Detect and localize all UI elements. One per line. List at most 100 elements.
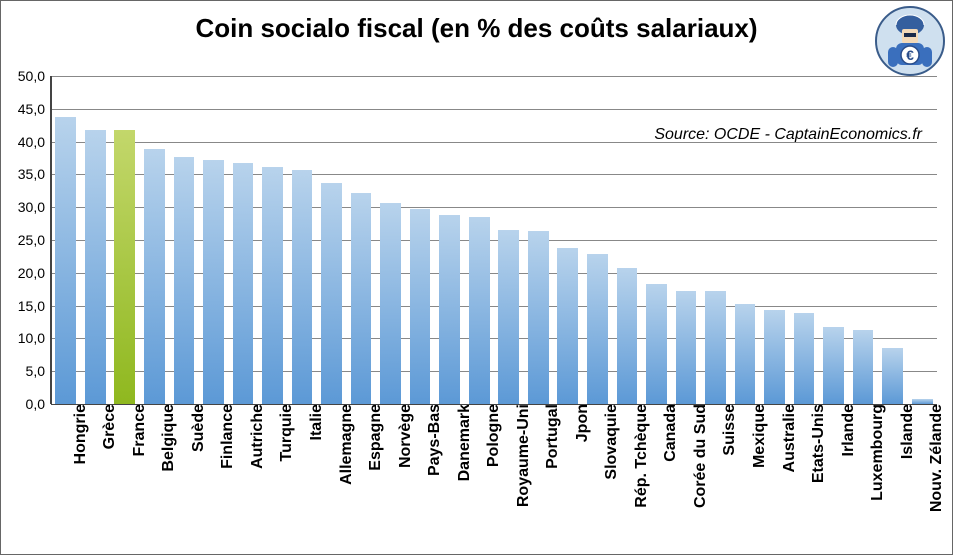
bar [794, 313, 815, 404]
y-axis [50, 76, 52, 404]
bar-slot: Danemark [435, 76, 465, 404]
bar [144, 149, 165, 404]
xlabel: Nouv. Zélande [922, 404, 946, 512]
xlabel: Etats-Unis [804, 404, 828, 483]
bar [174, 157, 195, 404]
xlabel: Luxembourg [863, 404, 887, 501]
xlabel: Rép. Tchèque [627, 404, 651, 508]
svg-text:€: € [906, 47, 914, 63]
bar-slot: Finlance [199, 76, 229, 404]
xlabel: France [125, 404, 149, 456]
bar-slot: Pays-Bas [405, 76, 435, 404]
ytick-label: 50,0 [18, 68, 51, 84]
bar [469, 217, 490, 404]
bar-slot: Italie [287, 76, 317, 404]
bar-slot: Autriche [228, 76, 258, 404]
ytick-label: 45,0 [18, 101, 51, 117]
bar [410, 209, 431, 404]
xlabel: Hongrie [66, 404, 90, 464]
bar-slot: Turquie [258, 76, 288, 404]
ytick-label: 15,0 [18, 298, 51, 314]
bar-slot: Australie [760, 76, 790, 404]
bar-slot: Belgique [140, 76, 170, 404]
xlabel: Australie [775, 404, 799, 472]
bar [646, 284, 667, 404]
captain-economics-logo: € [874, 5, 946, 77]
bar [351, 193, 372, 404]
bar [321, 183, 342, 404]
ytick-label: 30,0 [18, 199, 51, 215]
xlabel: Norvège [391, 404, 415, 468]
bar [498, 230, 519, 404]
bar-slot: Luxembourg [848, 76, 878, 404]
bar-slot: Nouv. Zélande [907, 76, 937, 404]
ytick-label: 10,0 [18, 330, 51, 346]
bar [262, 167, 283, 404]
bar-slot: Slovaquie [583, 76, 613, 404]
ytick-label: 0,0 [26, 396, 51, 412]
xlabel: Danemark [450, 404, 474, 481]
bar-slot: Hongrie [51, 76, 81, 404]
bar [85, 130, 106, 404]
plot-area: 0,05,010,015,020,025,030,035,040,045,050… [51, 76, 937, 404]
bar [587, 254, 608, 404]
xlabel: Jpon [568, 404, 592, 442]
bar [55, 117, 76, 404]
ytick-label: 20,0 [18, 265, 51, 281]
bar [617, 268, 638, 404]
xlabel: Suède [184, 404, 208, 452]
bar-slot: Pologne [464, 76, 494, 404]
xlabel: Royaume-Uni [509, 404, 533, 507]
xlabel: Mexique [745, 404, 769, 468]
bar-slot: Corée du Sud [671, 76, 701, 404]
bar-slot: Grèce [81, 76, 111, 404]
bar-slot: Mexique [730, 76, 760, 404]
bar-slot: Jpon [553, 76, 583, 404]
bar-slot: Royaume-Uni [494, 76, 524, 404]
xlabel: Espagne [361, 404, 385, 471]
bar [735, 304, 756, 404]
ytick-label: 5,0 [26, 363, 51, 379]
chart-frame: Coin socialo fiscal (en % des coûts sala… [0, 0, 953, 555]
bar [823, 327, 844, 404]
bar [114, 130, 135, 404]
bar-slot: Portugal [524, 76, 554, 404]
xlabel: Autriche [243, 404, 267, 469]
bar-slot: Rép. Tchèque [612, 76, 642, 404]
bar [705, 291, 726, 404]
bar [853, 330, 874, 404]
bar-slot: Norvège [376, 76, 406, 404]
bar-slot: Canada [642, 76, 672, 404]
bar [528, 231, 549, 404]
xlabel: Suisse [715, 404, 739, 456]
xlabel: Allemagne [332, 404, 356, 485]
xlabel: Corée du Sud [686, 404, 710, 508]
bar [439, 215, 460, 404]
ytick-label: 25,0 [18, 232, 51, 248]
bar-slot: Islande [878, 76, 908, 404]
x-axis [51, 404, 937, 406]
bar [764, 310, 785, 404]
bar [557, 248, 578, 404]
ytick-label: 35,0 [18, 166, 51, 182]
bar-slot: Irlande [819, 76, 849, 404]
xlabel: Belgique [154, 404, 178, 472]
xlabel: Grèce [95, 404, 119, 449]
bar-slot: Suisse [701, 76, 731, 404]
xlabel: Slovaquie [597, 404, 621, 480]
bar [233, 163, 254, 404]
ytick-label: 40,0 [18, 134, 51, 150]
xlabel: Pays-Bas [420, 404, 444, 476]
bar-slot: Suède [169, 76, 199, 404]
xlabel: Portugal [538, 404, 562, 469]
bars-container: HongrieGrèceFranceBelgiqueSuèdeFinlanceA… [51, 76, 937, 404]
chart-title: Coin socialo fiscal (en % des coûts sala… [1, 13, 952, 44]
bar [882, 348, 903, 404]
bar [380, 203, 401, 404]
bar [203, 160, 224, 404]
xlabel: Canada [656, 404, 680, 462]
xlabel: Turquie [272, 404, 296, 461]
bar-slot: Espagne [346, 76, 376, 404]
bar-slot: Etats-Unis [789, 76, 819, 404]
bar [676, 291, 697, 404]
